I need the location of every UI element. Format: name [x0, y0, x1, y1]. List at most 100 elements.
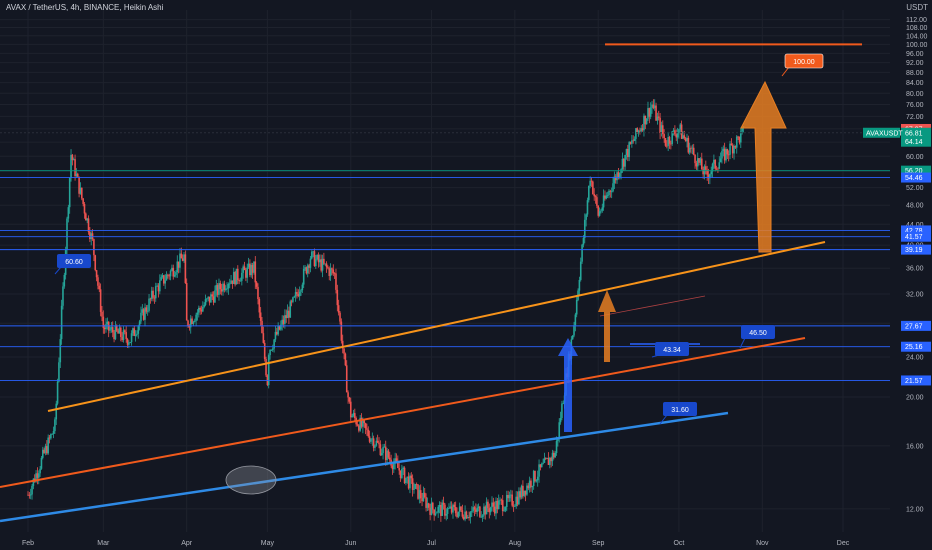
candle-body [737, 136, 739, 138]
candle-body [312, 251, 314, 253]
candle-body [586, 200, 589, 215]
candle-body [258, 299, 261, 313]
y-tick-label: 76.00 [906, 102, 924, 109]
candle-body [340, 321, 343, 341]
candle-body [263, 342, 266, 360]
candle-body [485, 501, 488, 515]
candle-body [476, 507, 478, 512]
candle-body [725, 149, 727, 161]
candle-body [329, 268, 332, 276]
candle-body [367, 429, 370, 437]
candle-body [401, 468, 403, 479]
candle-body [378, 442, 380, 445]
y-tick-label: 108.00 [906, 25, 928, 32]
candle-body [152, 290, 154, 298]
candle-body [484, 506, 487, 515]
candle-body [253, 261, 255, 273]
candle-body [464, 511, 466, 520]
candle-body [663, 134, 665, 138]
candle-body [557, 438, 559, 442]
level-price-label-bg [901, 172, 931, 183]
candle-body [542, 462, 544, 464]
chart-title: AVAX / TetherUS, 4h, BINANCE, Heikin Ash… [6, 3, 164, 12]
candle-body [713, 159, 715, 164]
candle-body [149, 298, 152, 300]
candle-body [126, 338, 129, 345]
candle-body [132, 328, 134, 334]
candle-body [48, 437, 51, 439]
candle-body [686, 137, 688, 142]
candle-body [93, 239, 95, 256]
candle-body [706, 169, 708, 175]
candle-body [103, 327, 106, 330]
candle-body [85, 213, 87, 221]
candle-body [641, 128, 644, 131]
candle-body [176, 261, 179, 273]
candle-body [332, 269, 335, 274]
level-price-label: 54.46 [905, 175, 923, 182]
candle-body [370, 439, 372, 442]
candle-body [358, 425, 360, 431]
symbol-tag: AVAXUSDT [866, 130, 903, 137]
candle-body [593, 194, 595, 197]
level-price-label-bg [901, 375, 931, 386]
candle-body [721, 151, 723, 159]
candle-body [41, 449, 44, 458]
candle-body [168, 275, 171, 277]
annotations: 60.60 43.34 46.50 31.60 100.00 [54, 53, 824, 425]
candle-body [183, 254, 185, 261]
level-price-label: 25.16 [905, 344, 923, 351]
candle-body [618, 173, 621, 178]
candle-body [286, 310, 289, 319]
grid [0, 10, 890, 532]
candle-body [347, 392, 349, 398]
candle-body [504, 507, 507, 511]
candle-body [124, 330, 126, 333]
candle-body [308, 265, 310, 268]
callout-pointer [781, 66, 790, 77]
candle-body [496, 500, 499, 510]
candle-body [722, 148, 725, 152]
level-price-label-bg [901, 225, 931, 236]
candle-body [285, 315, 288, 319]
x-tick-label: Aug [509, 540, 522, 547]
x-tick-label: Jul [427, 540, 436, 547]
candle-body [682, 135, 684, 139]
candle-body [462, 516, 465, 520]
candle-body [380, 453, 383, 456]
candle-body [398, 468, 400, 471]
candle-body [598, 211, 601, 216]
candle-body [500, 499, 503, 501]
candle-body [50, 434, 52, 439]
candle-body [574, 314, 577, 326]
candle-body [161, 275, 164, 278]
candle-body [133, 328, 136, 336]
candle-body [549, 457, 551, 465]
candle-body [735, 136, 738, 148]
candle-body [668, 137, 671, 144]
candle-body [148, 298, 150, 311]
candle-body [325, 263, 328, 268]
small-orange-arrow [598, 290, 616, 362]
candle-body [321, 258, 324, 271]
candle-body [589, 180, 591, 186]
candle-body [407, 476, 410, 489]
candle-body [543, 458, 546, 463]
candle-body [105, 324, 107, 330]
thin-trendline [599, 295, 706, 317]
candle-body [442, 502, 445, 505]
current-price-label-bg [901, 127, 931, 138]
candle-body [515, 496, 517, 507]
trendlines [0, 43, 862, 523]
candle-body [121, 336, 123, 340]
candle-body [444, 504, 446, 516]
candle-body [550, 457, 552, 462]
candle-body [27, 494, 29, 496]
candle-body [237, 268, 239, 280]
candle-body [739, 131, 742, 143]
candles [27, 99, 745, 524]
candle-body [153, 297, 156, 299]
candle-body [672, 130, 675, 132]
candle-body [656, 116, 659, 121]
